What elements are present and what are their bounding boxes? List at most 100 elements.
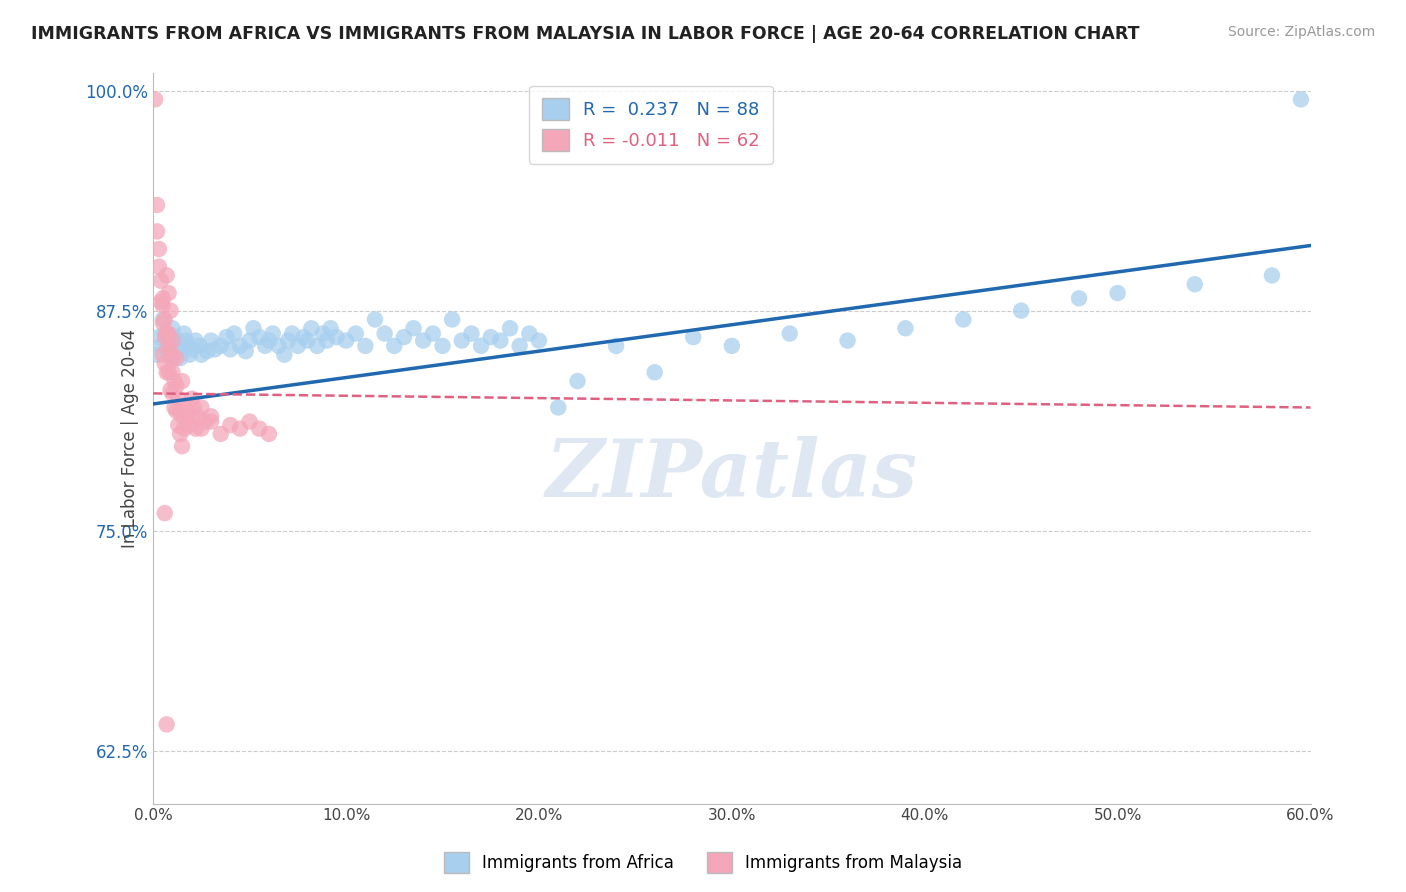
Point [149,274,172,288]
Point [382,339,405,353]
Point [194,415,217,429]
Point [169,426,191,441]
Point [312,326,335,341]
Point [184,422,207,436]
Point [156,339,179,353]
Point [162,321,184,335]
Point [235,344,257,359]
Point [1184,277,1206,292]
Point [894,321,917,335]
Point [254,339,277,353]
Point [297,334,319,348]
Point [1261,268,1284,283]
Point [299,321,322,335]
Point [1010,303,1032,318]
Point [479,330,502,344]
Text: ZIPatlas: ZIPatlas [546,436,918,514]
Point [239,415,262,429]
Point [277,334,299,348]
Point [287,339,309,353]
Point [307,339,329,353]
Point [267,339,290,353]
Point [644,365,666,379]
Point [159,344,181,359]
Point [159,344,181,359]
Point [489,334,512,348]
Point [567,374,589,388]
Point [159,383,181,397]
Point [156,365,179,379]
Point [204,343,226,357]
Point [167,418,190,433]
Point [509,339,531,353]
Point [257,426,280,441]
Point [200,409,222,424]
Point [527,334,550,348]
Point [682,330,704,344]
Point [354,339,377,353]
Point [149,294,172,309]
Point [146,348,169,362]
Point [165,404,187,418]
Point [402,321,425,335]
Point [174,334,197,348]
Point [292,330,315,344]
Point [186,409,208,424]
Point [180,409,202,424]
Point [174,409,197,424]
Point [162,386,184,401]
Point [224,326,246,341]
Point [499,321,522,335]
Point [157,365,180,379]
Text: IMMIGRANTS FROM AFRICA VS IMMIGRANTS FROM MALAYSIA IN LABOR FORCE | AGE 20-64 CO: IMMIGRANTS FROM AFRICA VS IMMIGRANTS FRO… [31,25,1139,43]
Point [165,351,187,366]
Point [153,330,176,344]
Point [721,339,744,353]
Point [273,348,295,362]
Point [153,356,176,370]
Point [952,312,974,326]
Point [172,409,194,424]
Point [190,348,212,362]
Legend: Immigrants from Africa, Immigrants from Malaysia: Immigrants from Africa, Immigrants from … [437,846,969,880]
Point [152,316,174,330]
Point [242,321,264,335]
Point [412,334,434,348]
Point [149,339,172,353]
Point [180,343,202,357]
Point [315,334,337,348]
Point [547,401,569,415]
Point [167,392,190,406]
Point [239,334,262,348]
Point [184,334,207,348]
Point [156,326,179,341]
Point [157,286,180,301]
Point [153,326,176,341]
Point [1289,92,1312,106]
Point [180,392,202,406]
Point [190,422,212,436]
Point [152,348,174,362]
Point [195,344,218,359]
Point [319,321,342,335]
Point [215,330,238,344]
Y-axis label: In Labor Force | Age 20-64: In Labor Force | Age 20-64 [121,329,139,548]
Legend: R =  0.237   N = 88, R = -0.011   N = 62: R = 0.237 N = 88, R = -0.011 N = 62 [529,86,772,164]
Point [148,242,170,256]
Point [281,326,304,341]
Point [364,312,387,326]
Point [441,312,464,326]
Point [188,339,211,353]
Point [460,326,482,341]
Point [162,334,184,348]
Point [179,418,201,433]
Point [169,351,191,366]
Point [247,330,270,344]
Point [146,198,169,212]
Point [219,418,242,433]
Point [157,326,180,341]
Point [470,339,492,353]
Point [422,326,444,341]
Point [200,334,222,348]
Point [162,351,184,366]
